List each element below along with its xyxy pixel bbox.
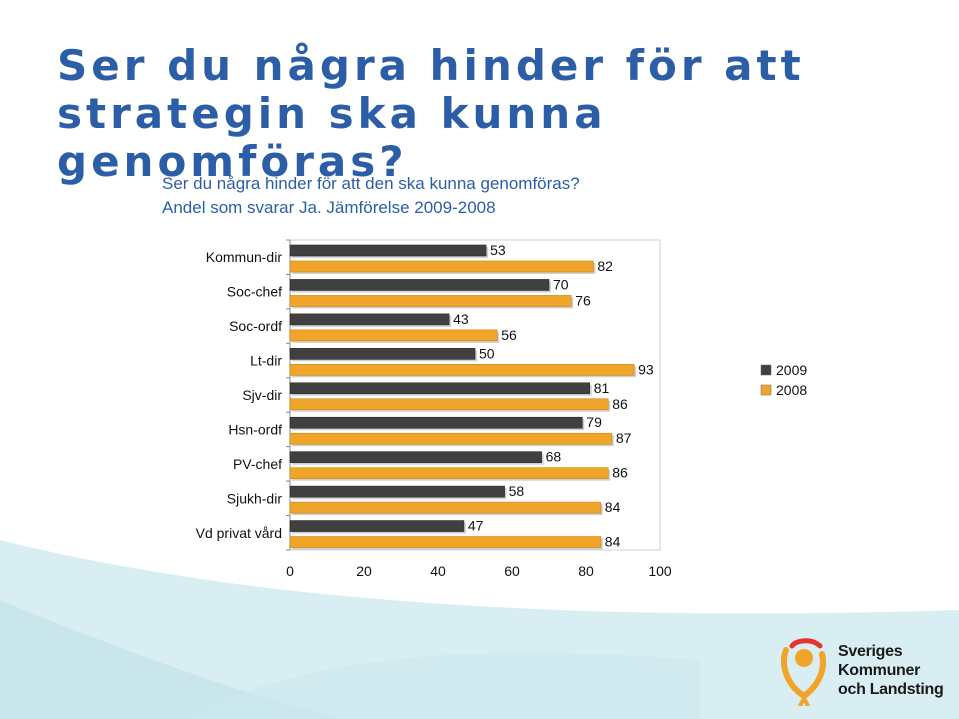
x-tick-label: 0	[286, 563, 294, 579]
bar-2009	[289, 520, 465, 532]
logo-line1: Sveriges	[838, 643, 903, 660]
bar-2008	[289, 364, 635, 376]
slide-title-line2: strategin ska kunna genomföras?	[57, 89, 607, 186]
data-label: 81	[594, 380, 610, 396]
bar-2008	[289, 329, 498, 342]
category-label: Sjukh-dir	[227, 490, 283, 506]
skl-logo: Sveriges Kommuner och Landsting	[778, 636, 948, 708]
logo-line2: Kommuner	[838, 662, 921, 679]
category-label: Lt-dir	[250, 353, 282, 369]
data-label: 56	[501, 327, 517, 343]
data-label: 93	[638, 361, 654, 377]
data-label: 53	[490, 242, 506, 258]
legend-label-2009: 2009	[776, 362, 807, 378]
category-label: Kommun-dir	[206, 249, 283, 265]
data-label: 47	[468, 518, 484, 534]
legend-swatch-2009	[760, 364, 772, 376]
data-label: 84	[605, 534, 621, 550]
data-label: 79	[586, 414, 602, 430]
data-label: 58	[509, 483, 525, 499]
data-label: 50	[479, 345, 495, 361]
category-label: PV-chef	[233, 456, 282, 472]
data-label: 76	[575, 292, 591, 308]
x-tick-label: 40	[430, 563, 446, 579]
bar-2009	[289, 348, 476, 360]
category-label: Sjv-dir	[242, 387, 282, 403]
data-label: 82	[597, 258, 613, 274]
bar-2008	[289, 501, 602, 514]
legend-label-2008: 2008	[776, 382, 807, 398]
bar-2009	[289, 485, 505, 498]
bar-2008	[289, 536, 602, 548]
bar-2008	[289, 260, 594, 273]
slide-title: Ser du några hinder för att strategin sk…	[57, 42, 937, 186]
plot-area: Kommun-dir 53 82 Soc-chef 70 76 Soc-ordf 43 56 Lt…	[196, 239, 672, 579]
bar-2008	[289, 432, 613, 445]
bar-2009	[289, 279, 550, 291]
bar-2008	[289, 295, 572, 307]
category-label: Hsn-ordf	[228, 421, 282, 437]
bar-2008	[289, 467, 609, 479]
bar-2009	[289, 313, 450, 326]
chart-title: Ser du några hinder för att den ska kunn…	[162, 174, 580, 193]
skl-logo-text: Sveriges Kommuner och Landsting	[838, 642, 944, 699]
data-label: 86	[612, 396, 628, 412]
x-tick-label: 80	[578, 563, 594, 579]
x-tick-label: 20	[356, 563, 372, 579]
chart-legend: 2009 2008	[760, 362, 807, 398]
bar-2009	[289, 382, 591, 395]
skl-logo-icon	[781, 638, 826, 708]
x-tick-label: 60	[504, 563, 520, 579]
bar-2009	[289, 416, 583, 429]
bar-2009	[289, 451, 542, 463]
x-tick-label: 100	[648, 563, 672, 579]
category-label: Vd privat vård	[196, 525, 282, 541]
bar-2008	[289, 398, 609, 411]
category-label: Soc-ordf	[229, 318, 282, 334]
logo-line3: och Landsting	[838, 681, 944, 698]
bar-2009	[289, 244, 487, 257]
data-label: 86	[612, 465, 628, 481]
category-label: Soc-chef	[227, 284, 282, 300]
slide-title-line1: Ser du några hinder för att	[57, 41, 805, 90]
chart-subtitle: Andel som svarar Ja. Jämförelse 2009-200…	[162, 198, 496, 217]
data-label: 70	[553, 276, 569, 292]
data-label: 87	[616, 430, 632, 446]
data-label: 68	[546, 449, 562, 465]
data-label: 84	[605, 499, 621, 515]
data-label: 43	[453, 311, 469, 327]
legend-swatch-2008	[760, 384, 772, 396]
